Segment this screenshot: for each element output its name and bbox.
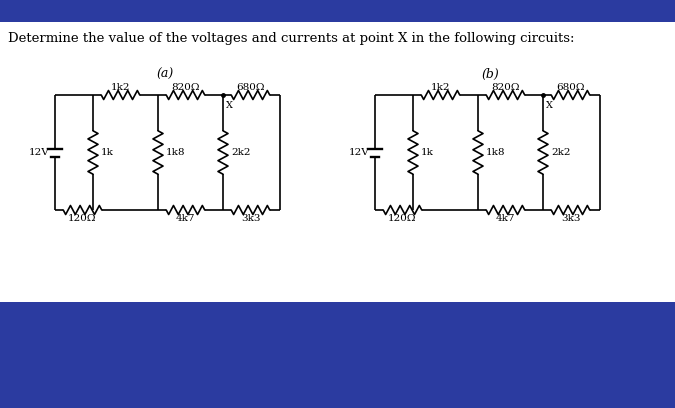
Text: 4k7: 4k7 bbox=[176, 214, 195, 223]
Text: 1k: 1k bbox=[101, 148, 114, 157]
Text: 820Ω: 820Ω bbox=[171, 83, 200, 92]
Text: 120Ω: 120Ω bbox=[68, 214, 97, 223]
Text: 1k2: 1k2 bbox=[111, 83, 130, 92]
Text: X: X bbox=[226, 101, 233, 110]
Text: 680Ω: 680Ω bbox=[236, 83, 265, 92]
Text: 12V: 12V bbox=[29, 148, 50, 157]
Text: 680Ω: 680Ω bbox=[556, 83, 585, 92]
Bar bbox=[0, 22, 675, 302]
Text: 120Ω: 120Ω bbox=[388, 214, 416, 223]
Text: 3k3: 3k3 bbox=[241, 214, 261, 223]
Text: (a): (a) bbox=[157, 68, 173, 81]
Text: 2k2: 2k2 bbox=[231, 148, 250, 157]
Text: 1k8: 1k8 bbox=[486, 148, 506, 157]
Text: 1k2: 1k2 bbox=[431, 83, 450, 92]
Text: Determine the value of the voltages and currents at point X in the following cir: Determine the value of the voltages and … bbox=[8, 32, 574, 45]
Text: X: X bbox=[546, 101, 553, 110]
Text: 2k2: 2k2 bbox=[551, 148, 570, 157]
Text: 12V: 12V bbox=[349, 148, 370, 157]
Text: 3k3: 3k3 bbox=[561, 214, 580, 223]
Text: (b): (b) bbox=[481, 68, 499, 81]
Text: 4k7: 4k7 bbox=[495, 214, 515, 223]
Text: 820Ω: 820Ω bbox=[491, 83, 520, 92]
Text: 1k8: 1k8 bbox=[166, 148, 186, 157]
Text: 1k: 1k bbox=[421, 148, 434, 157]
